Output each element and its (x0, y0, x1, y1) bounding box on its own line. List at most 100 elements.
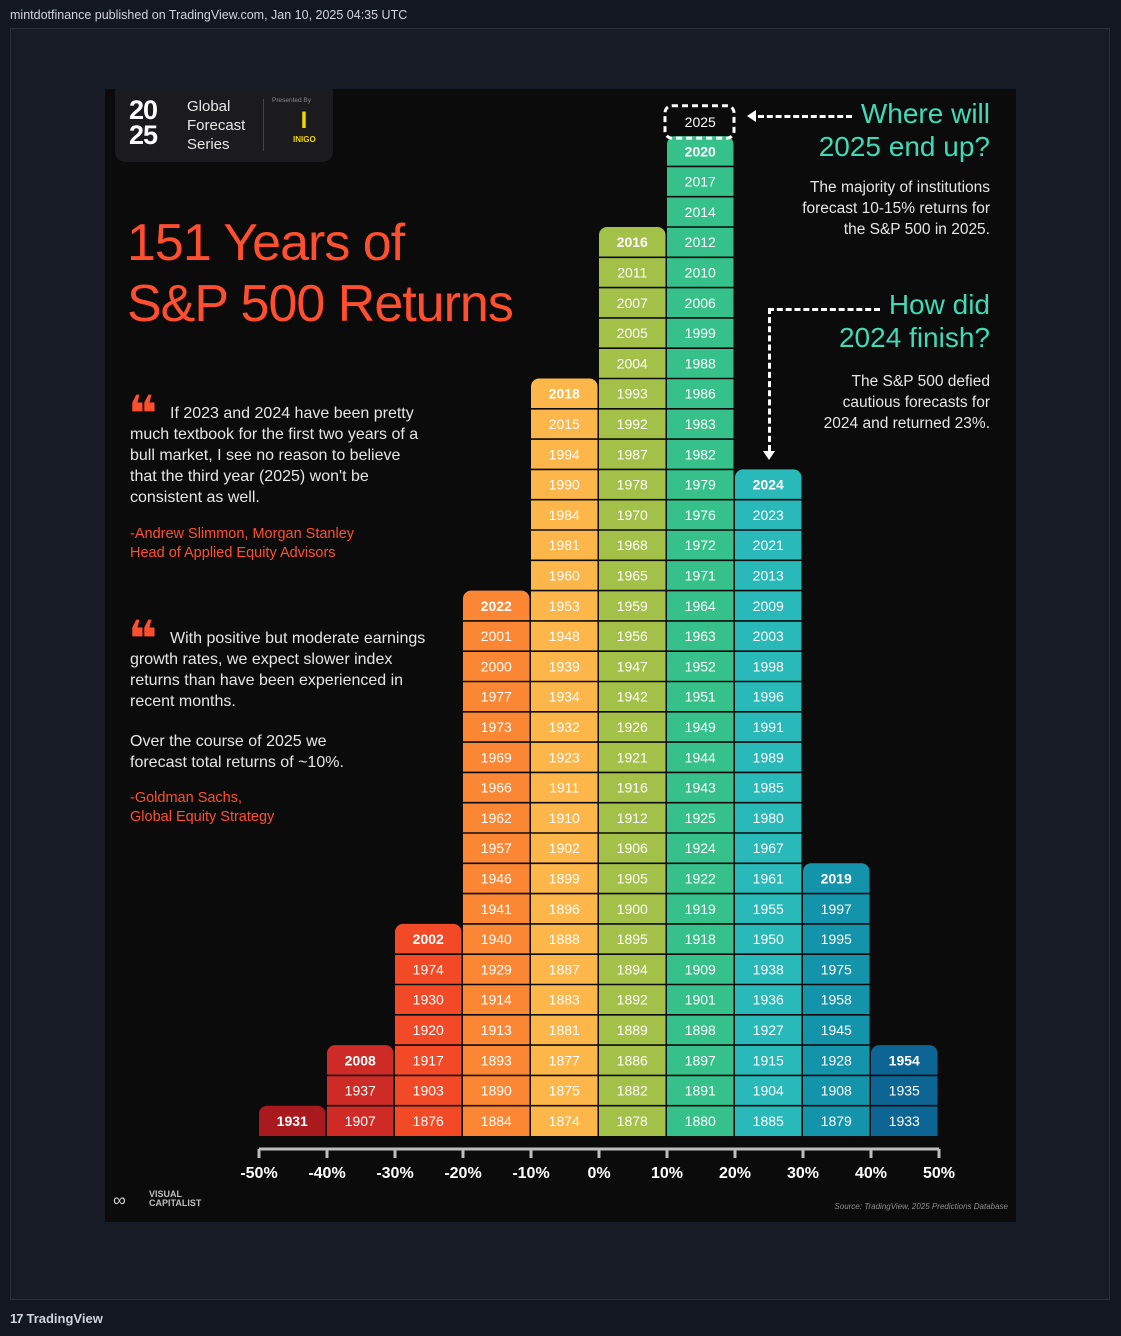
year-cell: 1884 (481, 1113, 512, 1129)
histogram-bar-base (599, 1126, 666, 1136)
year-cell: 1960 (549, 567, 580, 583)
histogram-column: 1879 1908 1928 1945 1958 1975 1995 1997 2019 (803, 863, 870, 1136)
year-cell: 1986 (685, 386, 716, 402)
callout-2024-heading: How did 2024 finish? (839, 288, 990, 354)
year-cell: 1877 (549, 1052, 580, 1068)
year-cell: 1907 (345, 1113, 376, 1129)
year-cell: 1983 (685, 416, 716, 432)
badge-year: 20 25 (129, 95, 181, 149)
callout-text-line: cautious forecasts for (842, 394, 990, 411)
histogram-bar-base (735, 1126, 802, 1136)
histogram-bar (667, 136, 734, 1137)
year-cell: 1962 (481, 810, 512, 826)
callout-2024-arrow-line (768, 308, 771, 451)
infographic: 20 25 Global Forecast Series Presented B… (105, 89, 1016, 1222)
badge-year-top: 20 (129, 95, 158, 125)
year-cell: 1970 (617, 507, 648, 523)
year-cell: 1915 (753, 1052, 784, 1068)
badge-series-line: Global (187, 98, 231, 115)
histogram-bar-base (803, 1126, 870, 1136)
poster-title: 151 Years of S&P 500 Returns (127, 213, 547, 335)
year-cell: 1990 (549, 477, 580, 493)
year-cell: 1974 (413, 961, 444, 977)
year-cell: 1893 (481, 1052, 512, 1068)
badge-series-line: Forecast (187, 117, 246, 134)
year-cell: 1889 (617, 1022, 648, 1038)
year-cell: 1951 (685, 689, 716, 705)
year-cell: 1923 (549, 749, 580, 765)
quote-2-text: With positive but moderate earnings grow… (130, 630, 426, 710)
arrow-down-icon (763, 451, 775, 460)
year-cell: 2009 (753, 598, 784, 614)
year-cell: 1944 (685, 749, 716, 765)
histogram-bar (531, 378, 598, 1136)
year-cell: 1953 (549, 598, 580, 614)
histogram-bar-base (463, 1126, 530, 1136)
sponsor-logo-icon: I (300, 107, 308, 134)
year-cell: 1883 (549, 992, 580, 1008)
year-cell: 1966 (481, 780, 512, 796)
year-cell: 1954 (889, 1052, 920, 1068)
histogram-column: 1933 1935 1954 (871, 1045, 938, 1136)
year-cell: 1898 (685, 1022, 716, 1038)
year-cell: 1894 (617, 961, 648, 977)
quote-mark-icon: ❝ (128, 386, 158, 442)
year-cell: 2010 (685, 264, 716, 280)
year-cell: 2000 (481, 658, 512, 674)
tradingview-brand[interactable]: 17 TradingView (10, 1311, 103, 1326)
x-axis-tick-label: 40% (855, 1165, 887, 1182)
year-cell: 1939 (549, 658, 580, 674)
callout-heading-line: 2025 end up? (818, 131, 990, 162)
year-cell: 1933 (889, 1113, 920, 1129)
returns-histogram: 1931 1907 1937 2008 1876 1903 1917 1920 1930 1974… (240, 104, 955, 1182)
year-cell: 1955 (753, 901, 784, 917)
year-cell: 1901 (685, 992, 716, 1008)
x-axis-tick-label: -10% (512, 1165, 549, 1182)
histogram-bar (395, 923, 462, 1136)
year-cell: 2011 (617, 264, 647, 280)
year-cell: 2022 (481, 598, 512, 614)
year-cell: 1879 (821, 1113, 852, 1129)
badge-series-name: Global Forecast Series (187, 97, 245, 154)
year-cell: 1947 (617, 658, 648, 674)
year-cell: 1909 (685, 961, 716, 977)
histogram-column: 1884 1890 1893 1913 1914 1929 1940 1941 1946 1957… (463, 590, 530, 1136)
year-cell: 1961 (753, 870, 784, 886)
year-cell: 1887 (549, 961, 580, 977)
year-cell: 1997 (821, 901, 852, 917)
year-cell: 2021 (753, 537, 784, 553)
year-cell: 1940 (481, 931, 512, 947)
year-cell: 1934 (549, 689, 580, 705)
year-cell: 1999 (685, 325, 716, 341)
attribution-line: Global Equity Strategy (130, 809, 275, 825)
year-cell: 1912 (617, 810, 648, 826)
x-axis-tick-label: -30% (376, 1165, 413, 1182)
year-cell: 1921 (617, 749, 648, 765)
year-cell: 1996 (753, 689, 784, 705)
year-cell: 1937 (345, 1083, 376, 1099)
histogram-bar (871, 1045, 938, 1136)
year-cell: 1908 (821, 1083, 852, 1099)
arrow-left-icon (747, 110, 756, 122)
x-axis-tick-label: 10% (651, 1165, 683, 1182)
year-cell: 1917 (413, 1052, 444, 1068)
year-cell: 1988 (685, 355, 716, 371)
year-cell: 1967 (753, 840, 784, 856)
year-cell: 1895 (617, 931, 648, 947)
logo-line: CAPITALIST (149, 1198, 202, 1208)
year-cell: 1891 (685, 1083, 716, 1099)
year-cell: 1982 (685, 446, 716, 462)
year-cell: 2015 (549, 416, 580, 432)
year-cell: 1985 (753, 780, 784, 796)
series-badge: 20 25 Global Forecast Series Presented B… (115, 89, 333, 162)
attribution-line: -Goldman Sachs, (130, 790, 243, 806)
year-cell: 1932 (549, 719, 580, 735)
year-cell: 2007 (617, 295, 648, 311)
callout-heading-line: 2024 finish? (838, 322, 990, 353)
year-cell: 1984 (549, 507, 580, 523)
year-cell: 1916 (617, 780, 648, 796)
badge-series-line: Series (187, 136, 230, 153)
poster-title-line: 151 Years of (127, 214, 405, 272)
year-cell: 1905 (617, 870, 648, 886)
visual-capitalist-logo: VISUAL CAPITALIST (149, 1190, 201, 1208)
